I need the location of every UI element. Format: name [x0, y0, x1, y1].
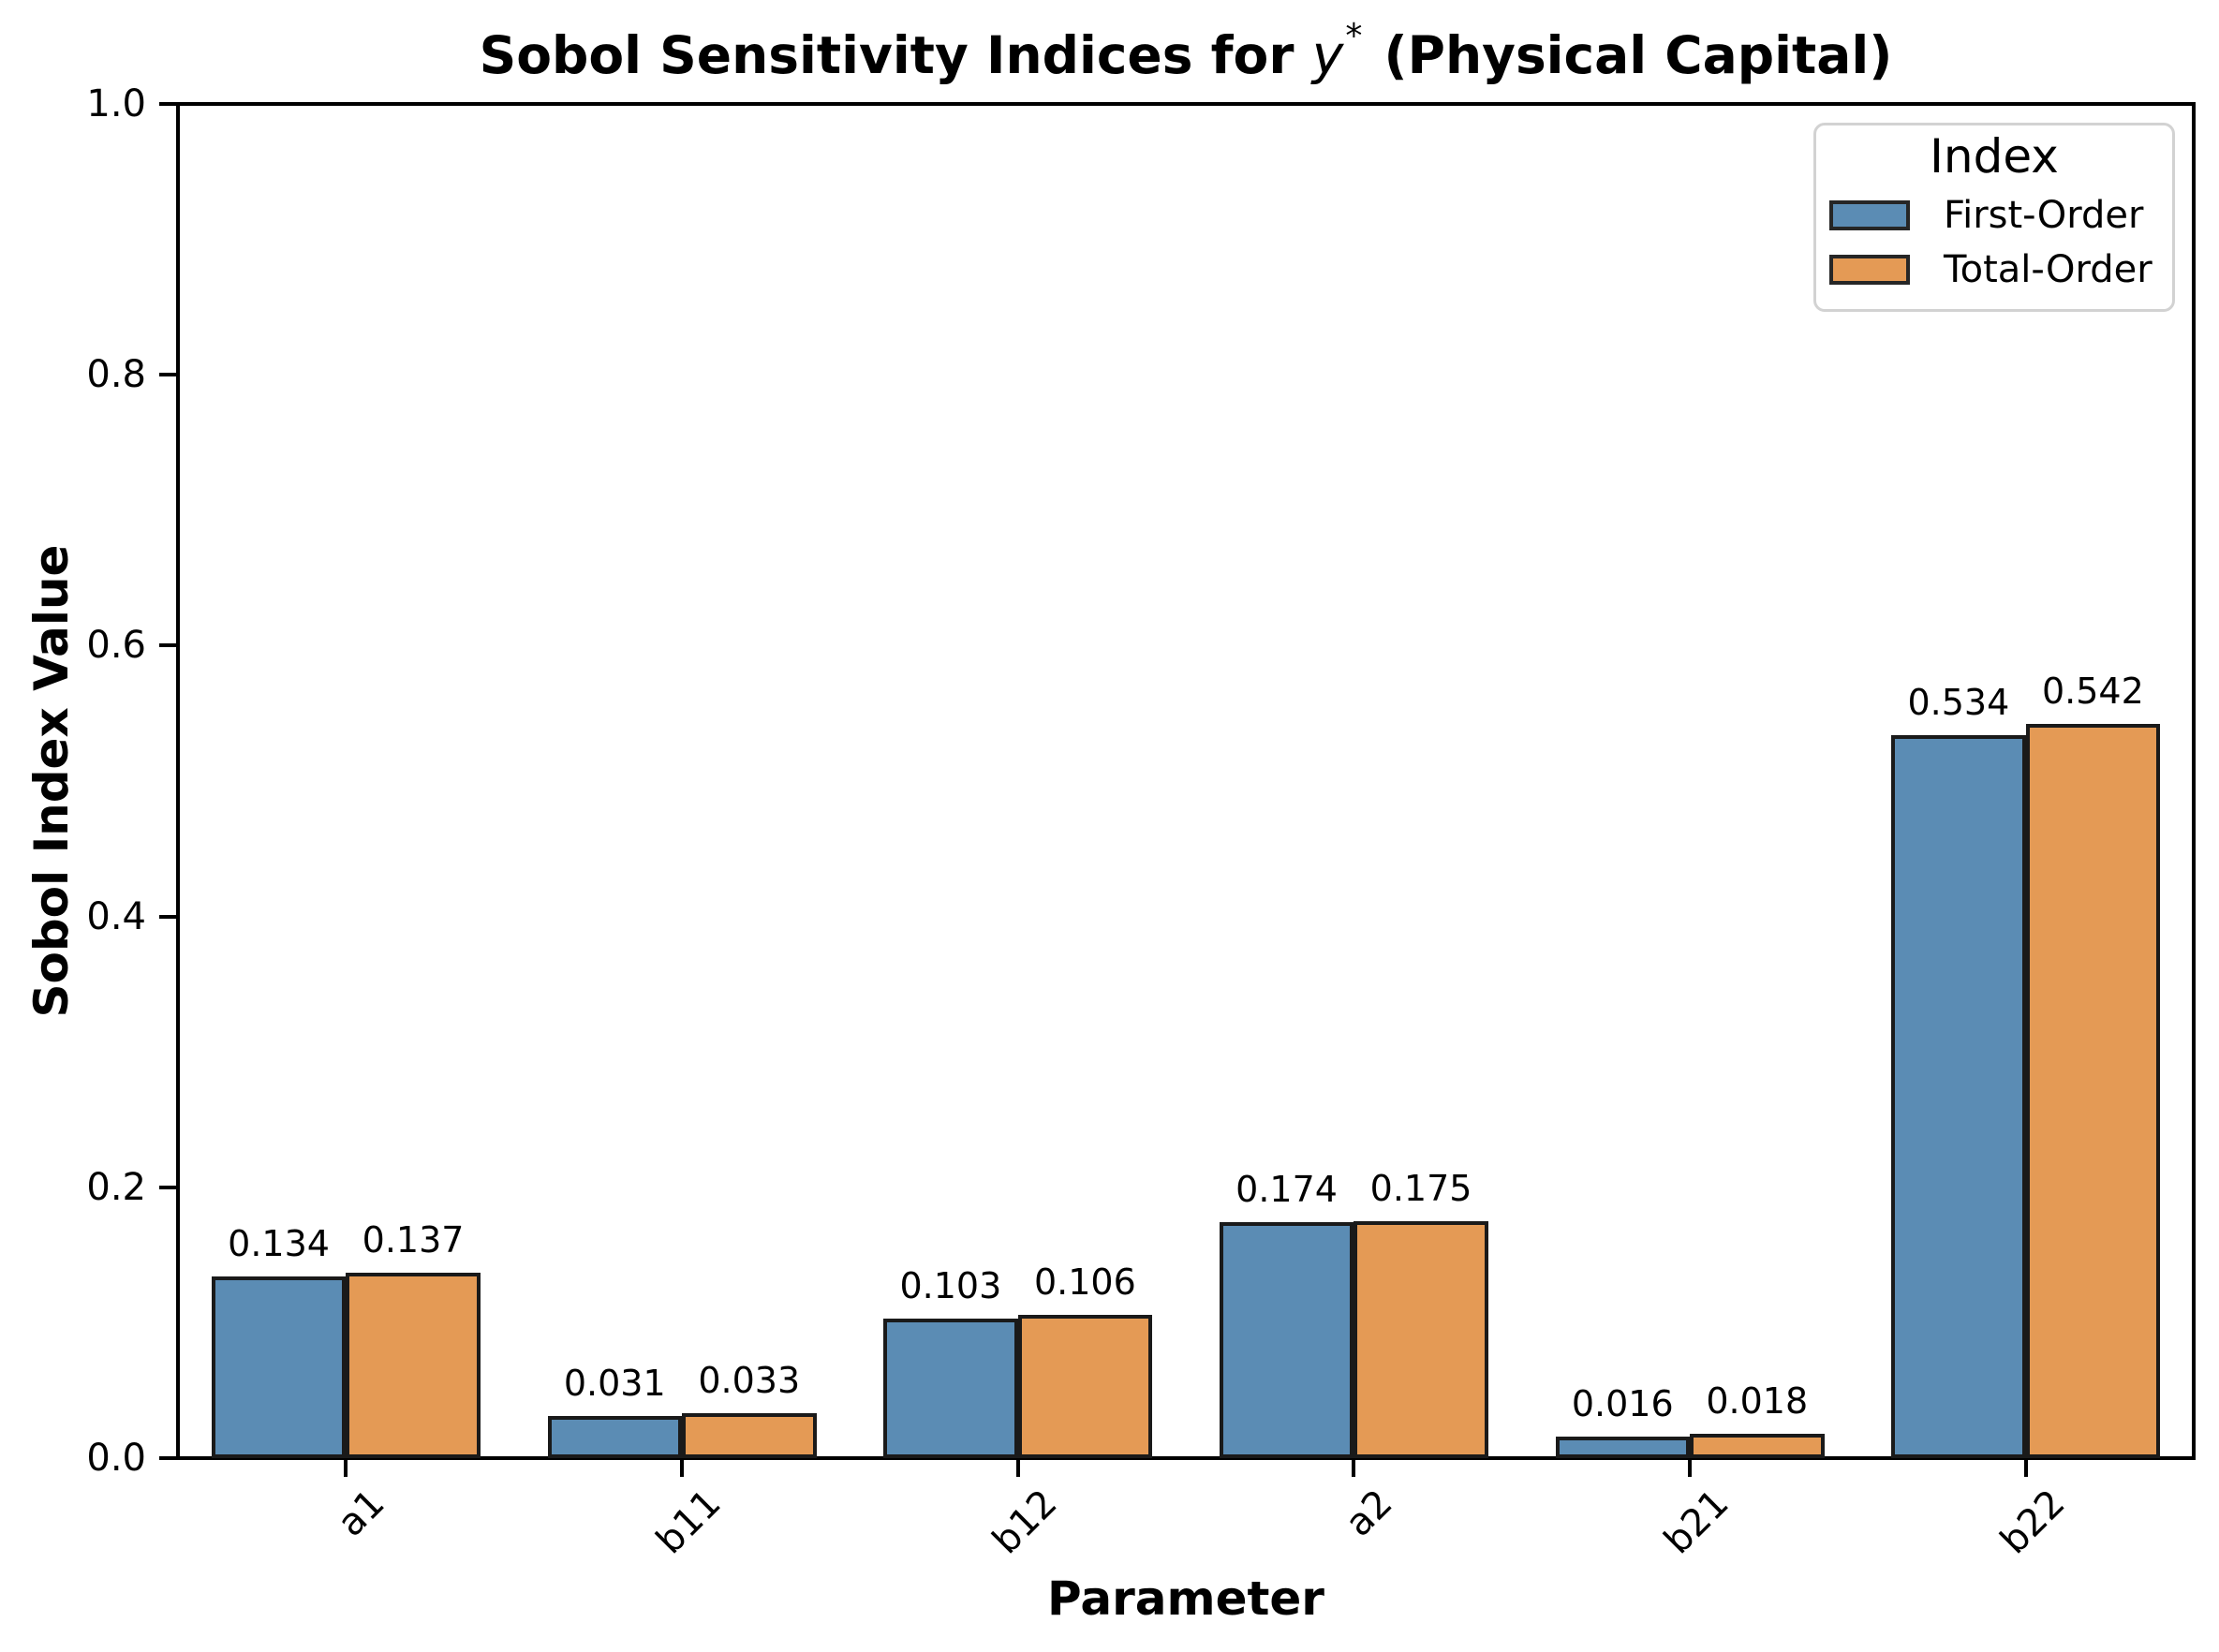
bar	[1017, 1314, 1153, 1458]
top-spine	[176, 102, 2196, 106]
bar-value-label: 0.534	[1907, 681, 2010, 723]
total-order-swatch	[1829, 255, 1910, 285]
bar	[1219, 1222, 1354, 1458]
bar	[1354, 1220, 1488, 1458]
x-axis-label: Parameter	[1047, 1571, 1324, 1626]
y-tick-label: 0.4	[86, 894, 146, 938]
chart-title-prefix: Sobol Sensitivity Indices for	[479, 25, 1312, 85]
legend-label-first-order: First-Order	[1944, 194, 2144, 237]
y-tick-label: 1.0	[86, 82, 146, 125]
x-tick-mark	[680, 1460, 684, 1477]
y-tick-label: 0.8	[86, 353, 146, 397]
y-tick-mark	[159, 914, 176, 919]
x-tick-mark	[1688, 1460, 1692, 1477]
bar-value-label: 0.103	[899, 1265, 1002, 1307]
bar-value-label: 0.137	[362, 1218, 465, 1261]
first-order-swatch	[1829, 200, 1910, 230]
legend-row-first-order: First-Order	[1829, 195, 2172, 236]
bar-value-label: 0.016	[1571, 1382, 1674, 1424]
chart-title-suffix: (Physical Capital)	[1366, 25, 1893, 85]
y-tick-label: 0.0	[86, 1437, 146, 1480]
bar-value-label: 0.134	[228, 1223, 330, 1265]
y-tick-label: 0.2	[86, 1165, 146, 1209]
legend-label-total-order: Total-Order	[1944, 248, 2152, 291]
x-tick-label: b11	[648, 1482, 730, 1563]
bar	[2025, 724, 2161, 1458]
bar-value-label: 0.018	[1706, 1379, 1809, 1422]
y-tick-mark	[159, 1185, 176, 1189]
x-tick-mark	[2023, 1460, 2028, 1477]
legend-title: Index	[1930, 129, 2059, 184]
legend-row-total-order: Total-Order	[1829, 249, 2172, 290]
bar-value-label: 0.106	[1034, 1261, 1136, 1303]
bar-value-label: 0.174	[1235, 1169, 1338, 1211]
bar-value-label: 0.031	[563, 1363, 666, 1405]
bar	[1891, 734, 2026, 1458]
bar-value-label: 0.542	[2042, 671, 2144, 713]
right-spine	[2192, 102, 2196, 1460]
x-tick-mark	[1352, 1460, 1356, 1477]
y-tick-label: 0.6	[86, 624, 146, 668]
x-tick-mark	[1015, 1460, 1020, 1477]
legend: Index First-Order Total-Order	[1813, 123, 2175, 312]
bar	[682, 1413, 817, 1458]
bar-value-label: 0.175	[1369, 1167, 1472, 1209]
bottom-spine	[176, 1456, 2196, 1460]
bar	[1690, 1433, 1825, 1458]
chart-title-math-sup: *	[1345, 17, 1363, 55]
y-tick-mark	[159, 373, 176, 377]
x-tick-mark	[344, 1460, 348, 1477]
y-tick-mark	[159, 1456, 176, 1460]
x-tick-label: a2	[1337, 1482, 1401, 1545]
chart-title-math-var: y	[1311, 24, 1344, 86]
x-tick-label: b12	[984, 1482, 1066, 1563]
bar	[346, 1272, 481, 1458]
bar	[1555, 1436, 1690, 1458]
bar	[547, 1416, 682, 1458]
left-spine	[176, 102, 180, 1460]
x-tick-label: a1	[329, 1482, 393, 1545]
chart-title: Sobol Sensitivity Indices for y* (Physic…	[178, 6, 2194, 86]
y-tick-mark	[159, 102, 176, 106]
bar-value-label: 0.033	[698, 1360, 801, 1402]
x-tick-label: b21	[1656, 1482, 1738, 1563]
bar	[211, 1276, 347, 1458]
x-tick-label: b22	[1991, 1482, 2074, 1563]
y-tick-mark	[159, 643, 176, 648]
bar	[883, 1319, 1018, 1458]
